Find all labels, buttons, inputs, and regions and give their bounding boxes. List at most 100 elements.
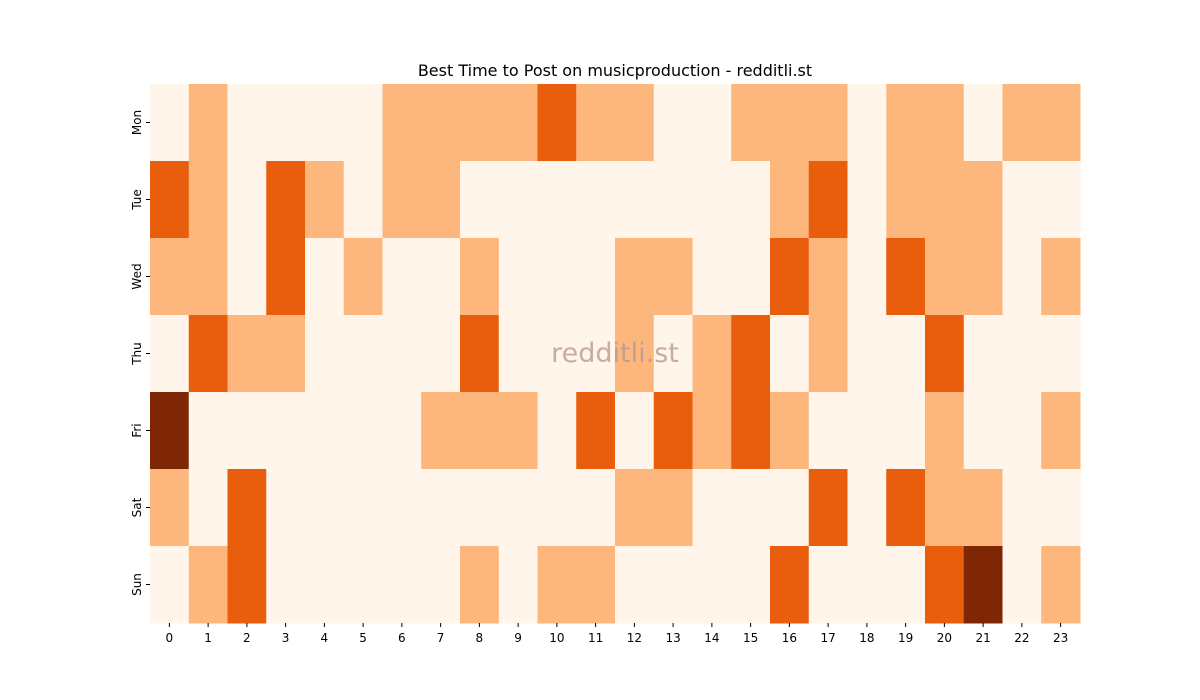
y-tick-label: Fri (130, 423, 144, 437)
heatmap-cell (150, 238, 190, 316)
heatmap-cell (266, 84, 306, 162)
heatmap-cell (615, 238, 655, 316)
heatmap-cell (615, 315, 655, 393)
heatmap-cell (460, 469, 500, 547)
heatmap-cell (653, 161, 693, 239)
heatmap-cell (576, 161, 616, 239)
heatmap-cell (731, 392, 771, 470)
heatmap-cell (653, 469, 693, 547)
heatmap-cell (343, 546, 383, 624)
heatmap-cell (382, 161, 422, 239)
heatmap-cell (1002, 161, 1042, 239)
heatmap-cell (421, 238, 461, 316)
x-tick-label: 15 (743, 631, 758, 645)
x-tick-label: 23 (1053, 631, 1068, 645)
heatmap-cell (1002, 392, 1042, 470)
heatmap-cell (847, 161, 887, 239)
heatmap-cell (1041, 84, 1081, 162)
heatmap-cell (963, 546, 1003, 624)
y-tick-label: Sun (130, 573, 144, 596)
heatmap-cell (305, 315, 345, 393)
heatmap-cell (692, 315, 732, 393)
heatmap-cell (150, 315, 190, 393)
x-tick-label: 14 (704, 631, 719, 645)
heatmap-cell (188, 546, 228, 624)
x-tick-label: 12 (627, 631, 642, 645)
heatmap-cell (227, 469, 267, 547)
heatmap-cell (266, 161, 306, 239)
heatmap-cell (886, 161, 926, 239)
heatmap-cell (150, 84, 190, 162)
heatmap-cell (188, 392, 228, 470)
heatmap-cell (576, 546, 616, 624)
heatmap-cell (305, 392, 345, 470)
heatmap-cell (421, 315, 461, 393)
heatmap-cell (692, 392, 732, 470)
heatmap-cell (692, 161, 732, 239)
heatmap-cell (537, 238, 577, 316)
heatmap-cell (692, 546, 732, 624)
heatmap-cell (1041, 469, 1081, 547)
y-tick-label: Mon (130, 110, 144, 135)
heatmap-cell (227, 315, 267, 393)
heatmap-cell (615, 546, 655, 624)
heatmap-cell (188, 469, 228, 547)
heatmap-cell (227, 238, 267, 316)
heatmap-cell (498, 84, 538, 162)
heatmap-cell (537, 84, 577, 162)
heatmap-cell (382, 469, 422, 547)
heatmap-cell (770, 546, 810, 624)
x-axis: 0 1 2 3 4 5 6 7 8 9 10 11 12 13 14 15 16 17 18 19 20 21 22 23 (166, 623, 1068, 645)
heatmap-cell (770, 392, 810, 470)
x-tick-label: 8 (476, 631, 484, 645)
heatmap-cell (421, 546, 461, 624)
watermark-text: redditli.st (551, 338, 679, 369)
y-axis: Mon Tue Wed Thu Fri Sat Sun (130, 110, 150, 596)
heatmap-cell (343, 84, 383, 162)
x-tick-label: 18 (859, 631, 874, 645)
x-tick-label: 22 (1014, 631, 1029, 645)
heatmap-cell (692, 84, 732, 162)
heatmap-cell (886, 469, 926, 547)
x-tick-label: 10 (549, 631, 564, 645)
heatmap-cell (925, 84, 965, 162)
heatmap-cell (770, 315, 810, 393)
heatmap-cell (731, 161, 771, 239)
heatmap-cell (421, 84, 461, 162)
y-tick-label: Thu (130, 342, 144, 366)
heatmap-cell (305, 84, 345, 162)
heatmap-cell (1002, 84, 1042, 162)
heatmap-cell (692, 238, 732, 316)
x-tick-label: 16 (782, 631, 797, 645)
x-tick-label: 19 (898, 631, 913, 645)
heatmap-cell (382, 392, 422, 470)
heatmap-cell (188, 315, 228, 393)
heatmap-cell (150, 469, 190, 547)
heatmap-cell (886, 84, 926, 162)
x-tick-label: 4 (321, 631, 329, 645)
heatmap-cell (266, 546, 306, 624)
heatmap-cell (382, 84, 422, 162)
heatmap-cell (576, 238, 616, 316)
heatmap-cell (266, 315, 306, 393)
heatmap-cell (963, 469, 1003, 547)
heatmap-cell (692, 469, 732, 547)
heatmap-cell (537, 315, 577, 393)
heatmap-cell (653, 315, 693, 393)
heatmap-cell (925, 392, 965, 470)
heatmap-cell (653, 238, 693, 316)
heatmap-cell (615, 161, 655, 239)
heatmap-cell (925, 161, 965, 239)
y-tick-label: Sat (130, 497, 144, 517)
heatmap-cell (460, 392, 500, 470)
heatmap-cell (1041, 238, 1081, 316)
x-tick-label: 11 (588, 631, 603, 645)
heatmap-cell (1002, 238, 1042, 316)
heatmap-cell (963, 238, 1003, 316)
heatmap-cell (963, 161, 1003, 239)
x-tick-label: 6 (398, 631, 406, 645)
heatmap-cell (188, 161, 228, 239)
heatmap-cell (1002, 469, 1042, 547)
heatmap-cell (343, 392, 383, 470)
